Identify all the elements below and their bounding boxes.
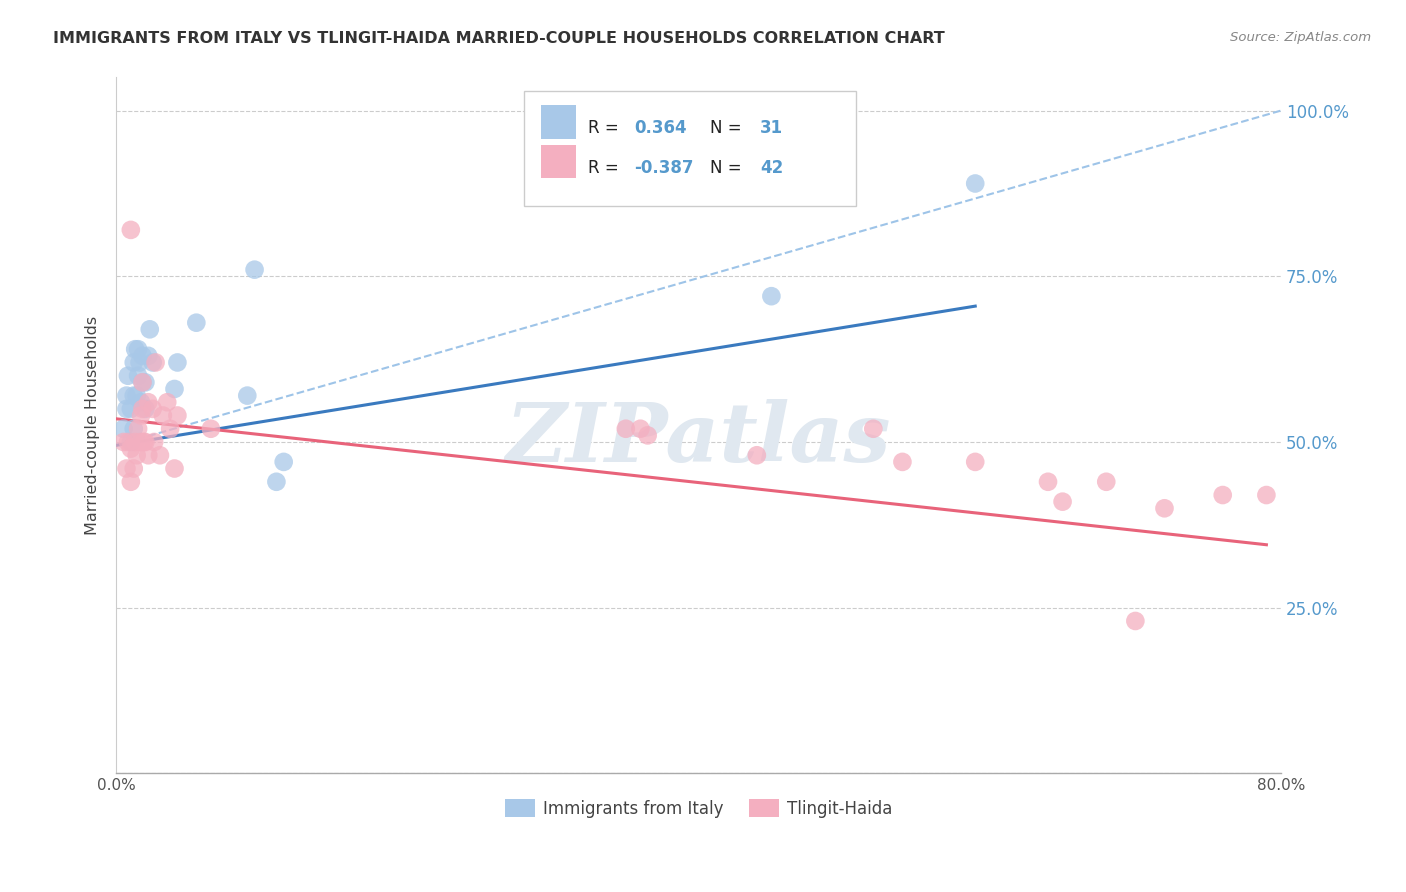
Point: [965, 177, 987, 191]
Point: [120, 401, 142, 416]
Point: [145, 355, 167, 369]
Point: [112, 435, 135, 450]
Point: [131, 376, 153, 390]
Point: [965, 455, 987, 469]
Point: [134, 376, 156, 390]
Text: Source: ZipAtlas.com: Source: ZipAtlas.com: [1230, 31, 1371, 45]
Point: [122, 422, 145, 436]
Text: ZIPatlas: ZIPatlas: [506, 400, 891, 479]
Point: [122, 355, 145, 369]
Point: [891, 455, 914, 469]
Point: [142, 401, 165, 416]
Point: [120, 435, 142, 450]
Point: [112, 422, 135, 436]
Point: [1125, 614, 1147, 628]
Point: [134, 401, 156, 416]
Point: [236, 389, 259, 403]
Text: N =: N =: [710, 159, 747, 177]
Point: [122, 461, 145, 475]
Point: [1212, 488, 1234, 502]
Y-axis label: Married-couple Households: Married-couple Households: [86, 316, 100, 535]
Text: -0.387: -0.387: [634, 159, 695, 177]
Point: [637, 428, 659, 442]
Point: [136, 395, 159, 409]
Text: R =: R =: [588, 159, 624, 177]
Text: R =: R =: [588, 120, 624, 137]
Legend: Immigrants from Italy, Tlingit-Haida: Immigrants from Italy, Tlingit-Haida: [498, 793, 898, 824]
Point: [125, 389, 148, 403]
Point: [166, 409, 188, 423]
Point: [115, 461, 138, 475]
Point: [117, 368, 139, 383]
Point: [115, 389, 138, 403]
Point: [745, 448, 768, 462]
Point: [1095, 475, 1118, 489]
Point: [136, 349, 159, 363]
Point: [134, 435, 156, 450]
Point: [862, 422, 884, 436]
Point: [129, 409, 152, 423]
Point: [136, 448, 159, 462]
Point: [120, 475, 142, 489]
Point: [124, 435, 146, 450]
Point: [131, 349, 153, 363]
Point: [1052, 494, 1074, 508]
Point: [186, 316, 208, 330]
Point: [159, 422, 181, 436]
Text: 31: 31: [761, 120, 783, 137]
Point: [129, 395, 152, 409]
FancyBboxPatch shape: [541, 145, 576, 178]
Point: [124, 342, 146, 356]
Point: [127, 368, 149, 383]
Point: [129, 435, 152, 450]
Point: [127, 422, 149, 436]
Point: [163, 461, 186, 475]
Point: [125, 448, 148, 462]
Point: [139, 322, 162, 336]
Point: [761, 289, 783, 303]
FancyBboxPatch shape: [524, 91, 856, 206]
FancyBboxPatch shape: [541, 105, 576, 138]
Point: [127, 342, 149, 356]
Point: [163, 382, 186, 396]
Point: [273, 455, 295, 469]
Point: [128, 355, 150, 369]
Point: [115, 401, 138, 416]
Point: [131, 376, 153, 390]
Point: [142, 355, 165, 369]
Point: [120, 223, 142, 237]
Point: [120, 442, 142, 456]
Text: 42: 42: [761, 159, 783, 177]
Text: N =: N =: [710, 120, 747, 137]
Point: [131, 401, 153, 416]
Point: [628, 422, 651, 436]
Point: [132, 435, 155, 450]
Point: [1256, 488, 1278, 502]
Point: [1036, 475, 1059, 489]
Point: [117, 435, 139, 450]
Text: 0.364: 0.364: [634, 120, 688, 137]
Point: [143, 435, 166, 450]
Point: [152, 409, 174, 423]
Point: [1153, 501, 1175, 516]
Point: [156, 395, 179, 409]
Point: [266, 475, 288, 489]
Point: [166, 355, 188, 369]
Point: [149, 448, 172, 462]
Point: [243, 262, 266, 277]
Point: [122, 389, 145, 403]
Text: IMMIGRANTS FROM ITALY VS TLINGIT-HAIDA MARRIED-COUPLE HOUSEHOLDS CORRELATION CHA: IMMIGRANTS FROM ITALY VS TLINGIT-HAIDA M…: [53, 31, 945, 46]
Point: [200, 422, 222, 436]
Point: [614, 422, 637, 436]
